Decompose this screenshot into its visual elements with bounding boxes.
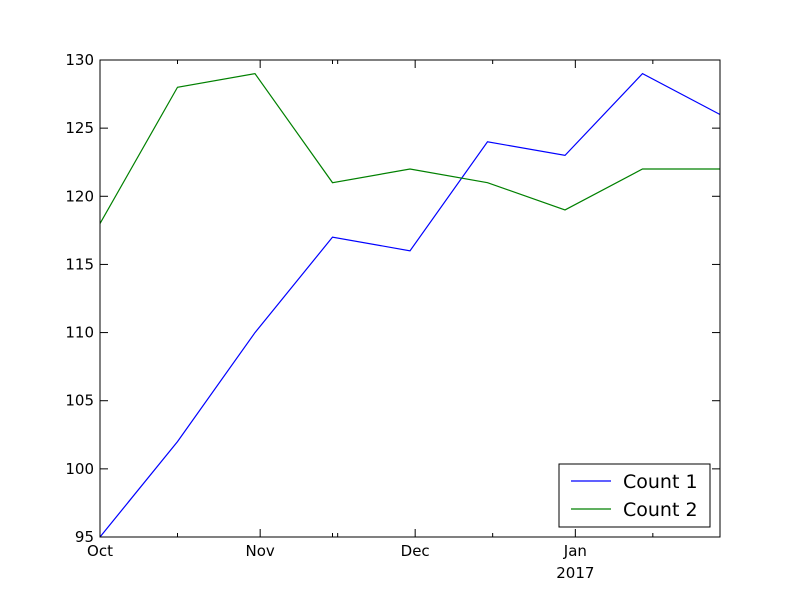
y-tick-label: 100 (65, 460, 94, 478)
y-tick-label: 125 (65, 119, 94, 137)
y-tick-label: 115 (65, 255, 94, 273)
y-tick-label: 105 (65, 392, 94, 410)
plot-frame (99, 59, 721, 538)
x-tick-label: Jan (563, 542, 587, 560)
y-tick-labels: 95 100 105 110 115 120 125 130 (65, 51, 94, 546)
y-tick-label: 95 (75, 528, 94, 546)
series-line-2 (99, 72, 720, 224)
x-tick-label: Oct (87, 542, 113, 560)
x-tick-label: Dec (401, 542, 430, 560)
x-tick-sublabel: 2017 (556, 564, 594, 582)
x-tick-label: Nov (246, 542, 275, 560)
y-tick-label: 120 (65, 187, 94, 205)
series-line-1 (99, 72, 721, 538)
legend: Count 1 Count 2 (558, 463, 711, 528)
legend-label-1: Count 1 (623, 471, 698, 493)
y-tick-label: 110 (65, 324, 94, 342)
series-lines (99, 72, 721, 538)
y-tick-label: 130 (65, 51, 94, 69)
x-tick-labels: Oct Nov Dec Jan 2017 (87, 542, 594, 582)
legend-box (558, 463, 711, 528)
legend-label-2: Count 2 (623, 499, 698, 521)
